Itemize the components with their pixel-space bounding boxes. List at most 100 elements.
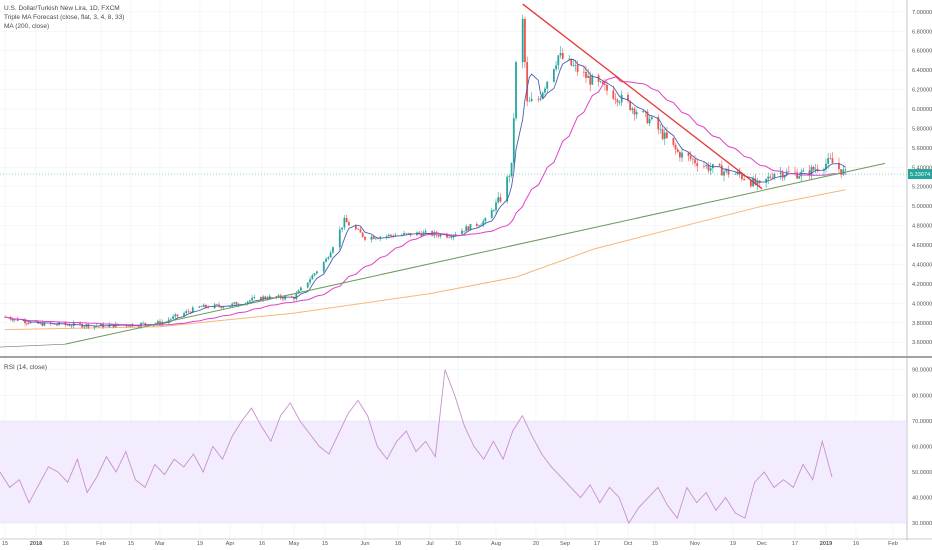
candle-body: [743, 179, 746, 181]
candle-body: [420, 233, 423, 237]
candle-body: [313, 273, 316, 276]
candle-body: [325, 258, 327, 262]
symbol-title[interactable]: U.S. Dollar/Turkish New Lira, 1D, FXCM: [4, 5, 120, 12]
candle-body: [723, 171, 725, 176]
candle-body: [787, 171, 790, 173]
candle-body: [618, 102, 621, 103]
candle-body: [541, 92, 544, 99]
rsi-tick-label: 80.0000: [912, 393, 932, 399]
candle-body: [463, 230, 465, 232]
candle-body: [467, 226, 470, 231]
candle-body: [372, 236, 375, 239]
price-pane[interactable]: 7.00000 6.80000 6.60000 6.40000 6.20000 6.000…: [0, 0, 932, 357]
candle-body: [521, 18, 524, 63]
candle-body: [635, 112, 638, 115]
candle-body: [22, 320, 25, 322]
candle-body: [497, 197, 500, 203]
candle-body: [299, 287, 302, 291]
candle-body: [170, 318, 172, 320]
candle-body: [781, 172, 784, 178]
candle-body: [295, 293, 298, 300]
candle-body: [779, 172, 782, 174]
candle-body: [454, 234, 457, 236]
candle-body: [661, 129, 664, 139]
candle-body: [405, 233, 408, 234]
candle-body: [407, 232, 410, 234]
candle-body: [13, 319, 16, 321]
candle-body: [275, 296, 278, 298]
candle-body: [510, 162, 513, 177]
price-tick-label: 6.60000: [912, 49, 932, 55]
candle-body: [769, 176, 772, 178]
candle-body: [461, 230, 463, 235]
candle-body: [539, 98, 542, 100]
candle-body: [379, 236, 382, 239]
time-tick-label: Jun: [360, 541, 369, 547]
candle-body: [794, 171, 796, 173]
candle-body: [297, 290, 300, 294]
price-tick-label: 4.80000: [912, 224, 932, 230]
candle-body: [306, 282, 309, 288]
time-tick-label: Sep: [560, 541, 570, 547]
time-axis[interactable]: 15 2018 16 Feb 15 Mar 19 Apr 16 May 15 Jun 18 Jul 16 Au…: [2, 541, 898, 547]
candle-body: [341, 227, 343, 230]
last-price-label: 5.33074: [910, 172, 930, 178]
candle-body: [66, 324, 69, 326]
candle-body: [827, 158, 830, 164]
time-tick-label: 19: [730, 541, 736, 547]
candle-body: [469, 223, 472, 231]
candle-body: [202, 304, 205, 307]
candle-body: [663, 132, 666, 139]
last-price-badge: [908, 169, 932, 180]
rsi-title[interactable]: RSI (14, close): [4, 364, 47, 371]
time-tick-label: 19: [197, 541, 203, 547]
rsi-tick-label: 50.0000: [912, 470, 932, 476]
candle-body: [552, 69, 555, 82]
candle-body: [831, 158, 834, 164]
candle-body: [720, 165, 723, 176]
candle-body: [537, 98, 540, 100]
candle-body: [771, 177, 774, 179]
time-tick-label: 15: [652, 541, 658, 547]
time-tick-label: Aug: [491, 541, 501, 547]
candle-body: [253, 297, 256, 298]
candle-body: [606, 84, 608, 91]
candle-body: [377, 238, 379, 240]
rsi-tick-label: 70.0000: [912, 419, 932, 425]
rsi-pane[interactable]: 90.0000 80.0000 70.0000 60.0000 50.0000 40.00…: [0, 357, 932, 540]
candle-body: [83, 326, 86, 328]
indicator-ma-label[interactable]: MA (200, close): [4, 23, 50, 30]
candle-body: [705, 165, 708, 167]
price-tick-label: 5.00000: [912, 204, 932, 210]
indicator-forecast-label[interactable]: Triple MA Forecast (close, flat, 3, 4, 8…: [4, 14, 125, 21]
candle-body: [633, 108, 636, 115]
candle-body: [646, 111, 649, 124]
candle-body: [756, 180, 759, 185]
candle-body: [711, 164, 714, 169]
candle-body: [172, 316, 175, 319]
time-tick-label: 17: [594, 541, 600, 547]
candle-body: [311, 275, 314, 280]
candle-body: [448, 237, 451, 239]
candle-body: [220, 306, 223, 308]
candle-body: [783, 175, 786, 178]
candle-body: [327, 257, 330, 259]
price-tick-label: 4.60000: [912, 243, 932, 249]
candle-body: [687, 152, 690, 156]
candle-body: [707, 165, 710, 171]
candle-body: [361, 232, 364, 237]
candle-body: [322, 261, 325, 272]
candle-body: [290, 296, 293, 298]
time-tick-label: 18: [395, 541, 401, 547]
time-tick-label: Feb: [888, 541, 898, 547]
candle-body: [259, 297, 262, 300]
candle-body: [570, 58, 573, 66]
candle-body: [198, 306, 201, 308]
candle-body: [43, 322, 46, 326]
candle-body: [612, 90, 615, 99]
price-tick-label: 5.60000: [912, 146, 932, 152]
candle-body: [572, 65, 575, 66]
time-tick-label: Jul: [426, 541, 433, 547]
candle-body: [354, 225, 357, 230]
